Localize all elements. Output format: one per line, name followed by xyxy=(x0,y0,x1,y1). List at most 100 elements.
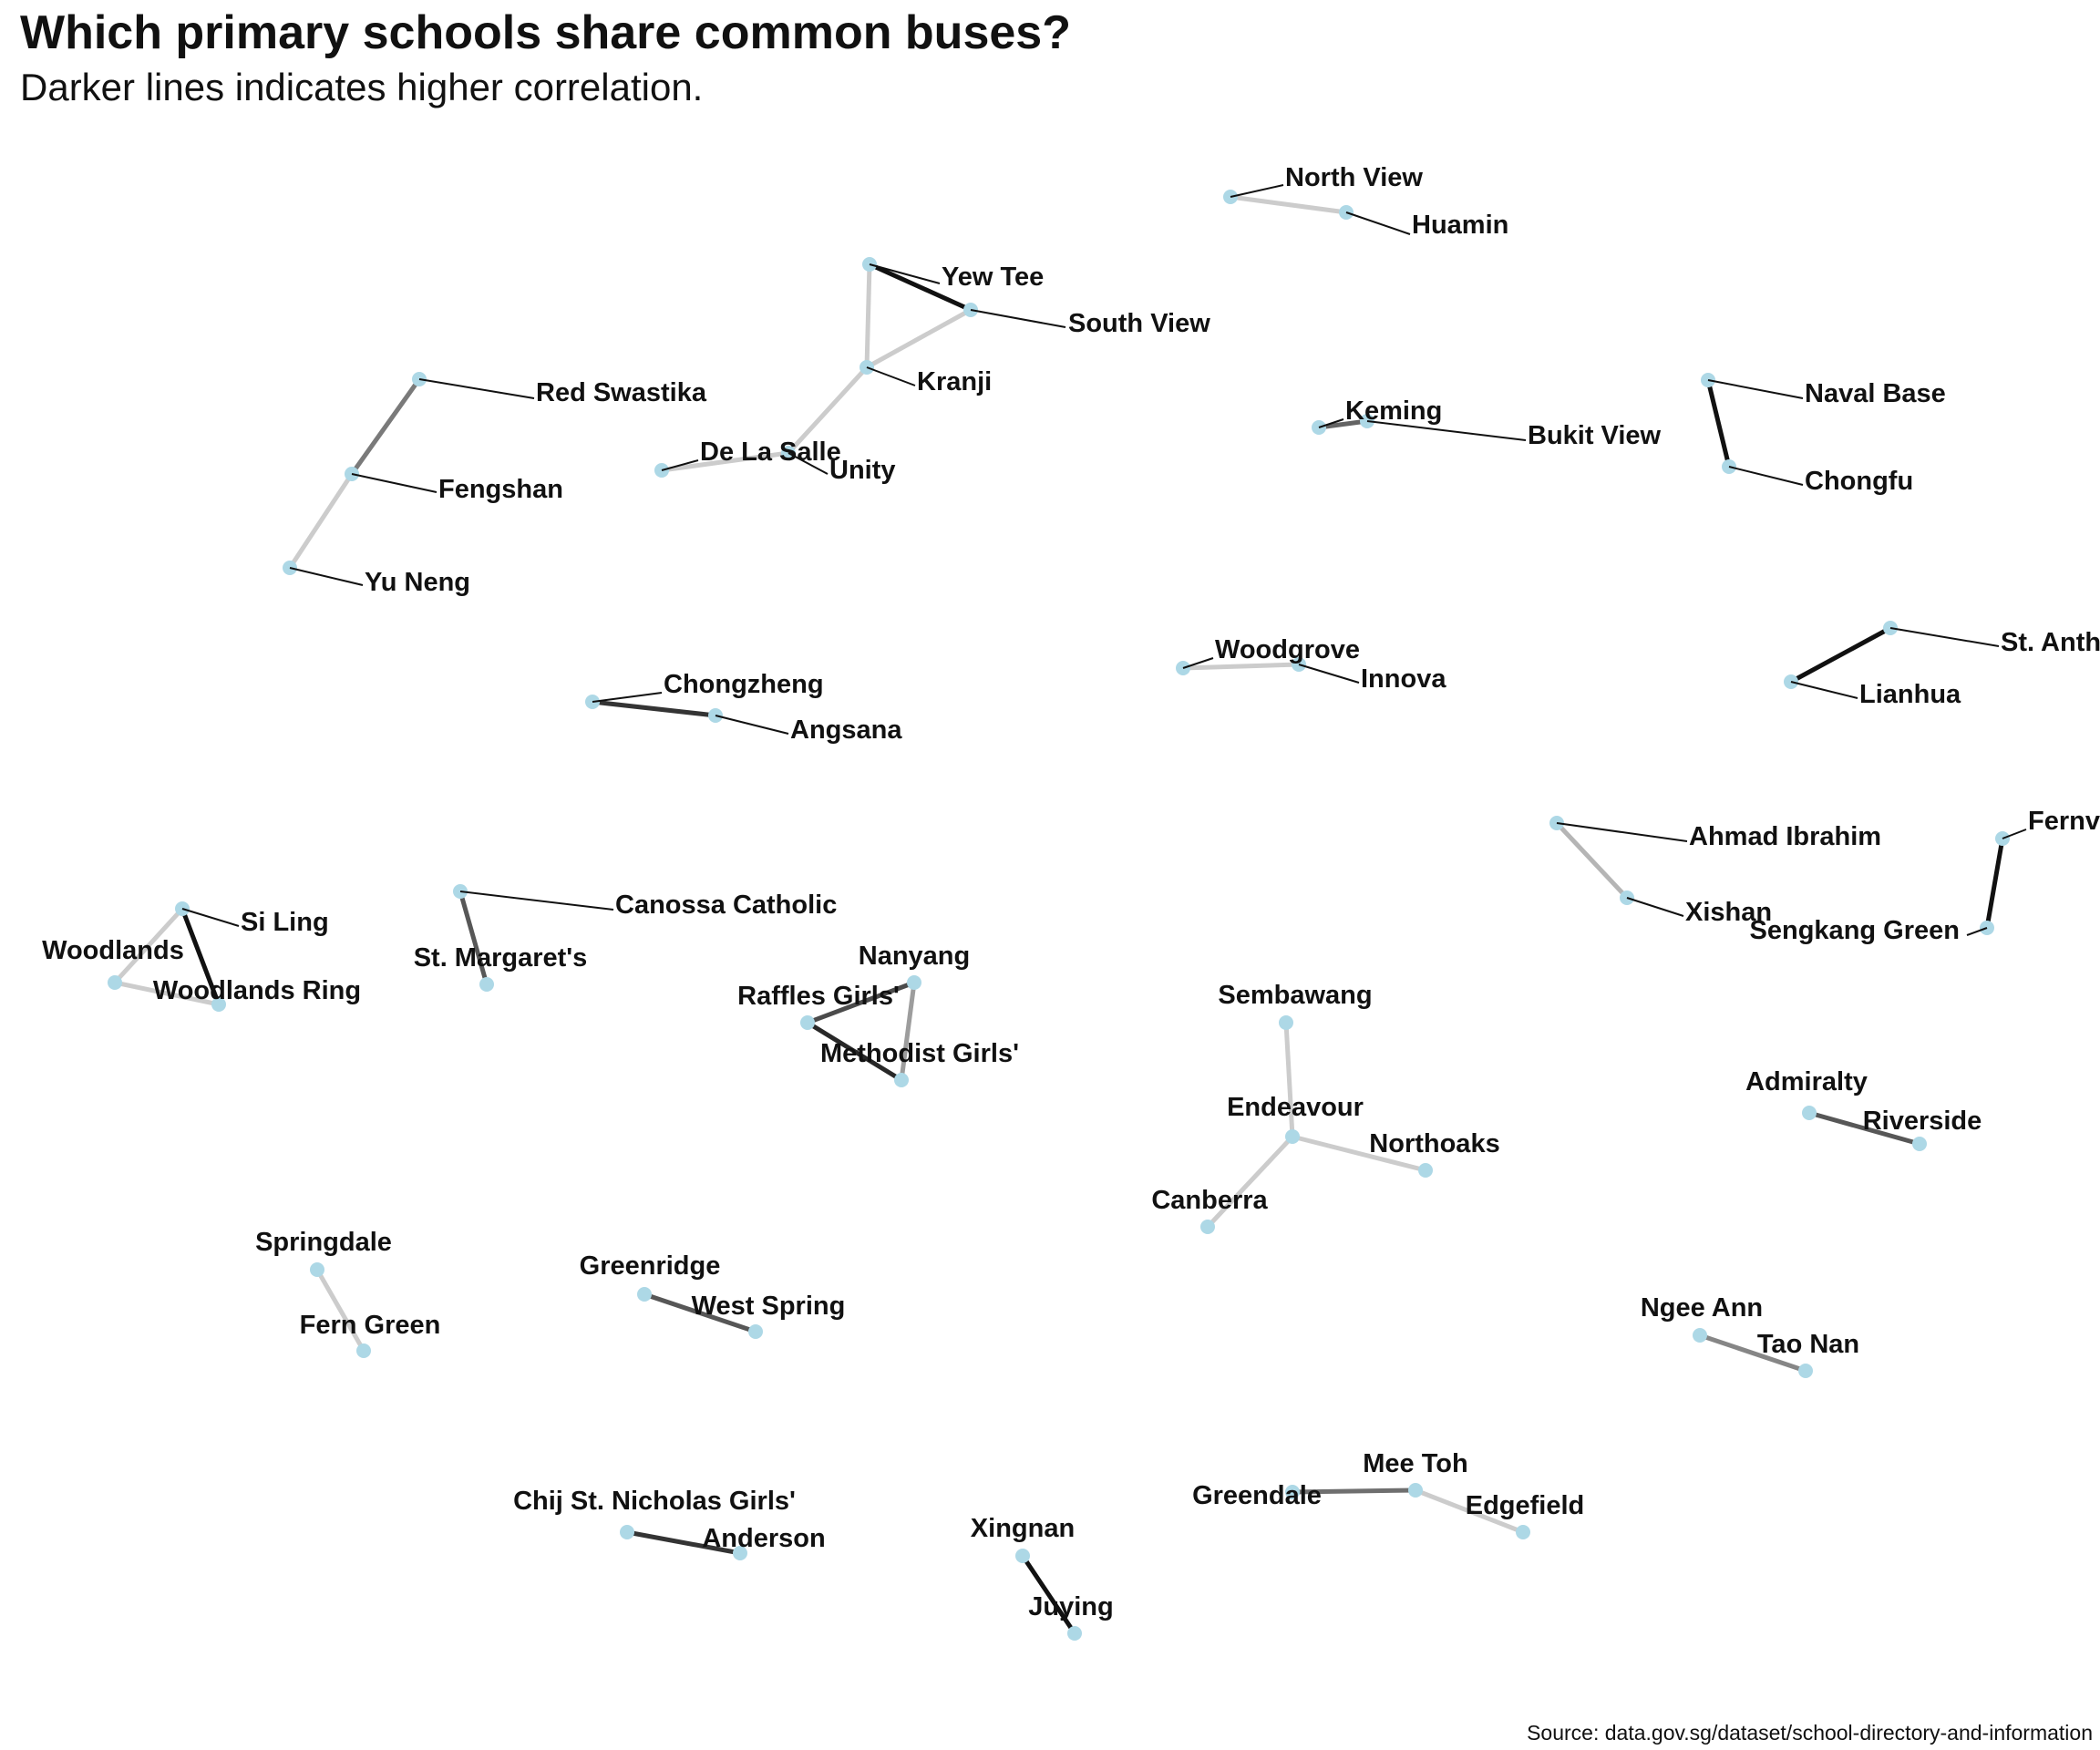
label-yu-neng: Yu Neng xyxy=(365,568,470,597)
node-woodlands-ring xyxy=(211,997,226,1012)
label-xishan: Xishan xyxy=(1685,898,1772,927)
edge-nanyang-raffles-girls xyxy=(805,980,917,1025)
edge-yew-tee-south-view xyxy=(867,262,973,313)
edge-yew-tee-kranji xyxy=(864,262,872,370)
node-st-margarets xyxy=(479,977,494,992)
label-keming: Keming xyxy=(1345,396,1442,426)
node-west-spring xyxy=(748,1324,763,1339)
label-methodist-girls: Methodist Girls' xyxy=(820,1039,1019,1068)
label-lianhua: Lianhua xyxy=(1859,680,1961,709)
leader-fernvale xyxy=(2002,829,2027,839)
node-northoaks xyxy=(1418,1163,1433,1178)
label-unity: Unity xyxy=(829,456,896,485)
edge-endeavour-canberra xyxy=(1205,1134,1295,1230)
edge-mee-toh-edgefield xyxy=(1413,1488,1526,1535)
edge-nanyang-methodist-girls xyxy=(899,980,917,1083)
leader-yew-tee xyxy=(869,263,941,284)
label-west-spring: West Spring xyxy=(692,1292,846,1321)
label-riverside: Riverside xyxy=(1863,1107,1982,1136)
node-greendale xyxy=(1285,1485,1300,1499)
label-chongzheng: Chongzheng xyxy=(664,670,824,699)
label-ngee-ann: Ngee Ann xyxy=(1641,1293,1763,1323)
label-woodgrove: Woodgrove xyxy=(1215,635,1360,664)
edge-fernvale-sengkang-green xyxy=(1984,836,2005,931)
leader-st-anthony xyxy=(1889,627,2000,647)
label-springdale: Springdale xyxy=(255,1228,392,1257)
node-fern-green xyxy=(356,1343,371,1358)
node-canberra xyxy=(1200,1220,1215,1234)
label-red-swastika: Red Swastika xyxy=(536,378,707,407)
leader-naval-base xyxy=(1707,379,1804,399)
label-sembawang: Sembawang xyxy=(1218,981,1372,1010)
label-nanyang: Nanyang xyxy=(859,942,970,971)
leader-unity xyxy=(788,452,829,475)
chart-subtitle: Darker lines indicates higher correlatio… xyxy=(20,66,704,108)
label-sengkang-green: Sengkang Green xyxy=(1750,916,1960,945)
edge-chij-st-nicholas-anderson xyxy=(624,1529,743,1556)
edge-si-ling-woodlands-ring xyxy=(180,906,221,1007)
leader-woodgrove xyxy=(1182,657,1214,669)
label-north-view: North View xyxy=(1285,163,1423,192)
leader-red-swastika xyxy=(418,378,535,399)
leader-sengkang-green xyxy=(1966,927,1988,936)
leader-xishan xyxy=(1626,897,1684,917)
label-fern-green: Fern Green xyxy=(300,1311,441,1340)
edge-red-swastika-fengshan xyxy=(349,376,422,477)
label-admiralty: Admiralty xyxy=(1745,1067,1868,1096)
edge-st-anthony-lianhua xyxy=(1788,625,1893,685)
leader-angsana xyxy=(715,715,789,735)
edge-si-ling-woodlands xyxy=(112,906,185,985)
leader-chongzheng xyxy=(592,692,663,703)
label-canberra: Canberra xyxy=(1151,1186,1268,1215)
edge-de-la-salle-unity xyxy=(659,450,791,473)
edge-kranji-unity xyxy=(786,365,870,456)
leader-canossa-catholic xyxy=(459,890,614,911)
leader-bukit-view xyxy=(1366,420,1527,441)
edge-ngee-ann-tao-nan xyxy=(1697,1333,1808,1374)
edge-admiralty-riverside xyxy=(1807,1110,1922,1147)
node-endeavour xyxy=(1285,1129,1300,1144)
label-chongfu: Chongfu xyxy=(1805,467,1913,496)
edge-endeavour-northoaks xyxy=(1290,1134,1428,1173)
node-anderson xyxy=(733,1546,747,1560)
label-tao-nan: Tao Nan xyxy=(1757,1330,1859,1359)
label-huamin: Huamin xyxy=(1412,211,1508,240)
edges-layer xyxy=(112,194,2005,1636)
label-anderson: Anderson xyxy=(702,1524,825,1553)
leader-de-la-salle xyxy=(661,459,699,471)
node-methodist-girls xyxy=(894,1073,909,1087)
label-xingnan: Xingnan xyxy=(971,1514,1075,1543)
label-de-la-salle: De La Salle xyxy=(700,438,841,467)
label-mee-toh: Mee Toh xyxy=(1363,1449,1467,1478)
label-kranji: Kranji xyxy=(917,367,992,396)
label-chij-st-nicholas: Chij St. Nicholas Girls' xyxy=(513,1487,796,1516)
edge-naval-base-chongfu xyxy=(1705,377,1732,469)
label-fernvale: Fernv xyxy=(2028,807,2100,836)
label-juying: Juying xyxy=(1028,1592,1113,1621)
label-greendale: Greendale xyxy=(1192,1481,1322,1510)
edge-woodlands-woodlands-ring xyxy=(112,980,221,1007)
node-tao-nan xyxy=(1798,1364,1813,1378)
edge-ahmad-ibrahim-xishan xyxy=(1554,820,1630,901)
label-south-view: South View xyxy=(1068,309,1210,338)
label-naval-base: Naval Base xyxy=(1805,379,1946,408)
label-raffles-girls: Raffles Girls' xyxy=(737,982,900,1011)
edge-woodgrove-innova xyxy=(1180,662,1302,671)
nodes-layer xyxy=(108,190,2010,1641)
leader-chongfu xyxy=(1728,466,1804,486)
label-innova: Innova xyxy=(1361,664,1446,694)
edge-fengshan-yu-neng xyxy=(287,471,355,571)
leader-ahmad-ibrahim xyxy=(1556,822,1688,842)
source-caption: Source: data.gov.sg/dataset/school-direc… xyxy=(1527,1721,2093,1745)
node-greenridge xyxy=(637,1287,652,1302)
edge-south-view-kranji xyxy=(864,307,973,370)
node-riverside xyxy=(1912,1137,1927,1151)
leader-kranji xyxy=(866,366,916,386)
edge-chongzheng-angsana xyxy=(590,699,718,718)
node-raffles-girls xyxy=(800,1015,815,1030)
leader-innova xyxy=(1298,664,1360,684)
node-edgefield xyxy=(1516,1525,1530,1539)
node-chij-st-nicholas xyxy=(620,1525,634,1539)
leader-yu-neng xyxy=(289,567,364,586)
